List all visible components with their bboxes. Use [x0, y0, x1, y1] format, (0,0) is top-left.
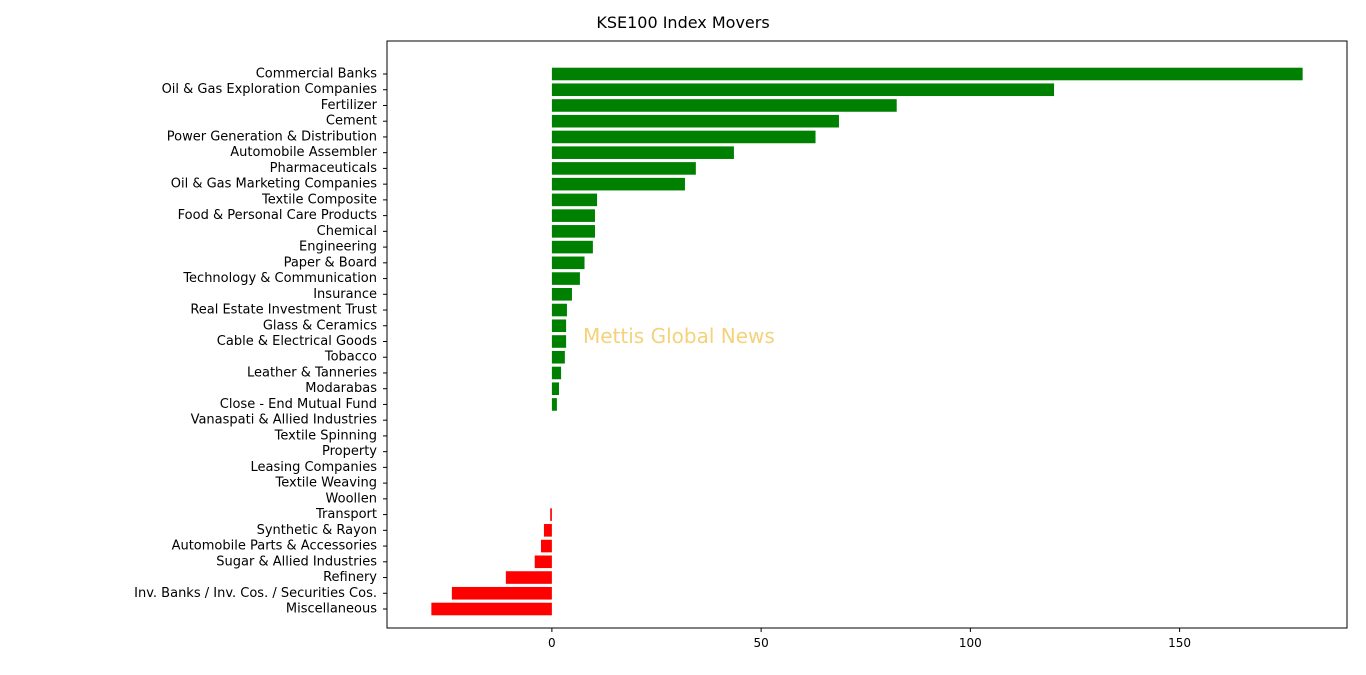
- category-label: Paper & Board: [284, 255, 377, 270]
- watermark: Mettis Global News: [583, 324, 775, 348]
- category-label: Inv. Banks / Inv. Cos. / Securities Cos.: [134, 586, 377, 601]
- category-label: Insurance: [313, 287, 377, 302]
- category-label: Engineering: [299, 240, 377, 255]
- category-label: Technology & Communication: [182, 271, 377, 286]
- plot-frame: [386, 40, 1348, 629]
- category-label: Oil & Gas Exploration Companies: [162, 82, 378, 97]
- category-label: Modarabas: [305, 381, 377, 396]
- bar: [551, 288, 572, 301]
- category-label: Miscellaneous: [286, 602, 377, 617]
- bar: [551, 225, 595, 238]
- category-label: Cement: [326, 114, 377, 129]
- bar: [551, 146, 734, 159]
- bar: [551, 303, 567, 317]
- category-label: Textile Spinning: [274, 428, 377, 443]
- bar: [551, 67, 1303, 81]
- bar: [551, 177, 685, 191]
- bar: [551, 240, 593, 254]
- category-label: Automobile Parts & Accessories: [172, 539, 378, 554]
- category-label: Food & Personal Care Products: [178, 208, 378, 223]
- category-label: Cable & Electrical Goods: [217, 334, 377, 349]
- bar: [551, 256, 585, 270]
- category-label: Synthetic & Rayon: [257, 523, 377, 538]
- bar: [550, 508, 552, 521]
- category-label: Real Estate Investment Trust: [190, 303, 377, 318]
- category-label: Tobacco: [324, 350, 377, 365]
- bar: [551, 130, 816, 144]
- bar: [505, 571, 552, 584]
- bar: [551, 382, 559, 395]
- bar: [551, 114, 839, 128]
- category-label: Chemical: [317, 224, 377, 239]
- bar: [551, 193, 598, 207]
- category-label: Fertilizer: [321, 98, 378, 113]
- x-tick-label: 100: [959, 636, 982, 650]
- category-label: Automobile Assembler: [230, 145, 377, 160]
- category-label: Sugar & Allied Industries: [216, 554, 377, 569]
- category-label: Textile Composite: [261, 192, 377, 207]
- category-label: Woollen: [326, 491, 377, 506]
- category-label: Leasing Companies: [250, 460, 377, 475]
- bar: [541, 539, 552, 553]
- x-tick-label: 0: [548, 636, 556, 650]
- x-ticks-group: 0 50 100 150: [548, 628, 1191, 650]
- bar: [551, 366, 562, 380]
- x-tick-label: 50: [753, 636, 768, 650]
- bar: [534, 555, 552, 569]
- bar: [551, 350, 565, 364]
- category-label: Glass & Ceramics: [263, 318, 377, 333]
- category-label: Commercial Banks: [256, 67, 378, 82]
- x-tick-label: 150: [1168, 636, 1191, 650]
- bar: [451, 586, 552, 600]
- category-label: Close - End Mutual Fund: [220, 397, 377, 412]
- bar: [551, 335, 567, 348]
- bar: [543, 524, 552, 537]
- category-label: Transport: [315, 507, 377, 522]
- category-label: Property: [322, 444, 377, 459]
- category-label: Oil & Gas Marketing Companies: [171, 177, 377, 192]
- category-label: Leather & Tanneries: [247, 365, 377, 380]
- bar: [551, 398, 557, 411]
- bar: [551, 209, 595, 222]
- category-label: Refinery: [323, 570, 377, 585]
- category-label: Pharmaceuticals: [270, 161, 378, 176]
- category-label: Vanaspati & Allied Industries: [191, 413, 378, 428]
- bar: [551, 99, 897, 112]
- bars-group: [431, 67, 1303, 616]
- bar: [551, 272, 580, 285]
- category-label: Textile Weaving: [275, 476, 378, 491]
- chart-title: KSE100 Index Movers: [596, 13, 769, 32]
- bar: [551, 162, 696, 175]
- bar: [551, 319, 567, 333]
- bar: [431, 602, 552, 616]
- bar: [551, 83, 1055, 97]
- category-label: Power Generation & Distribution: [167, 129, 377, 144]
